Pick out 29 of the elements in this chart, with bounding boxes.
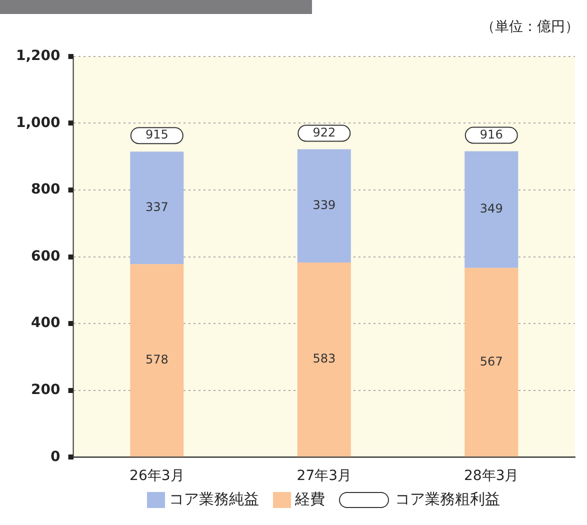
y-tick-label: 1,200	[16, 48, 61, 64]
y-tick-label: 200	[31, 382, 61, 398]
bar	[297, 149, 351, 262]
y-tick-label: 0	[50, 448, 61, 465]
data-label: 349	[480, 202, 503, 216]
data-label: 339	[312, 198, 336, 212]
y-tick-label: 400	[31, 315, 61, 332]
total-label: 922	[312, 125, 336, 140]
total-label: 915	[145, 128, 168, 142]
legend-label: 経費	[295, 490, 325, 509]
data-label: 337	[145, 200, 168, 214]
x-tick-label: 28年3月	[464, 468, 519, 484]
text: （単位：億円）	[480, 18, 579, 37]
bar	[130, 152, 184, 264]
legend-label: コア業務純益	[169, 490, 259, 509]
x-tick-label: 26年3月	[130, 468, 184, 484]
bar	[464, 268, 518, 457]
y-tick-label: 1,000	[16, 114, 61, 131]
x-tick-label: 27年3月	[296, 468, 352, 484]
data-label: 583	[312, 352, 336, 366]
data-label: 578	[145, 352, 168, 367]
text: コア業務粗利益	[395, 490, 500, 509]
bar	[130, 264, 184, 457]
bar	[297, 262, 351, 457]
bar	[464, 151, 518, 268]
y-tick-label: 600	[31, 248, 61, 264]
y-tick-label: 800	[31, 182, 61, 198]
total-label: 916	[480, 127, 503, 142]
data-label: 567	[480, 354, 503, 368]
